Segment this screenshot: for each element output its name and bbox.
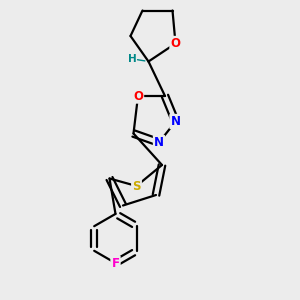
Text: S: S [132, 179, 141, 193]
Text: N: N [170, 115, 181, 128]
Text: N: N [154, 136, 164, 149]
Text: O: O [170, 37, 181, 50]
Text: F: F [112, 256, 119, 270]
Text: H: H [128, 54, 136, 64]
Text: O: O [133, 89, 143, 103]
